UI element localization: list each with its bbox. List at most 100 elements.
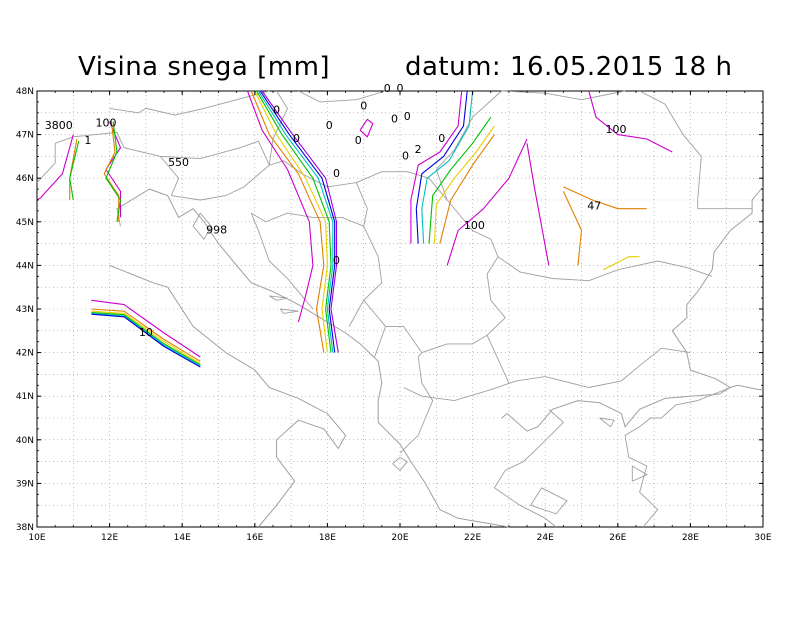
y-tick-label: 45N bbox=[16, 218, 34, 228]
contour-label: 2 bbox=[415, 143, 422, 156]
border-line bbox=[435, 90, 502, 201]
contour-line bbox=[603, 256, 640, 271]
x-tick-label: 20E bbox=[391, 533, 408, 543]
map-date-title: datum: 16.05.2015 18 h bbox=[405, 52, 733, 82]
contour-label: 0 bbox=[333, 254, 340, 267]
contour-label: 47 bbox=[587, 200, 601, 213]
border-line bbox=[497, 256, 713, 282]
contour-line bbox=[428, 116, 492, 244]
contour-line bbox=[410, 90, 463, 244]
contour-label: 1 bbox=[84, 134, 91, 147]
y-tick-label: 48N bbox=[16, 87, 34, 97]
y-tick-label: 38N bbox=[16, 523, 34, 533]
contour-label: 0 bbox=[355, 134, 362, 147]
coastline bbox=[501, 384, 763, 432]
contour-line bbox=[421, 90, 474, 244]
contour-line bbox=[563, 186, 647, 210]
x-tick-label: 16E bbox=[246, 533, 263, 543]
contour-label: 10 bbox=[139, 326, 153, 339]
contour-label: 3800 bbox=[45, 119, 73, 132]
contour-line bbox=[256, 90, 332, 353]
contour-line bbox=[526, 143, 550, 266]
border-line bbox=[298, 90, 386, 103]
x-tick-label: 30E bbox=[754, 533, 771, 543]
country-borders bbox=[36, 90, 753, 528]
contour-line bbox=[261, 90, 339, 353]
border-line bbox=[639, 90, 702, 209]
y-tick-label: 46N bbox=[16, 174, 34, 184]
contour-line bbox=[91, 310, 201, 364]
y-tick-label: 43N bbox=[16, 305, 34, 315]
contour-label: 0 bbox=[438, 132, 445, 145]
contour-label: 0 bbox=[360, 99, 367, 112]
border-line bbox=[356, 171, 506, 354]
y-tick-label: 40N bbox=[16, 436, 34, 446]
x-tick-label: 14E bbox=[174, 533, 191, 543]
border-line bbox=[399, 352, 434, 454]
contour-line bbox=[254, 90, 328, 353]
contour-line bbox=[103, 121, 120, 222]
contour-label: 100 bbox=[605, 123, 626, 136]
contour-label: 550 bbox=[168, 156, 189, 169]
x-tick-label: 18E bbox=[319, 533, 336, 543]
contours bbox=[36, 90, 673, 368]
border-line bbox=[269, 295, 288, 301]
border-line bbox=[530, 487, 568, 515]
contour-line bbox=[259, 90, 336, 353]
border-line bbox=[493, 408, 565, 528]
contour-label: 100 bbox=[464, 219, 485, 232]
contour-line bbox=[246, 90, 314, 323]
border-line bbox=[392, 456, 408, 471]
y-tick-label: 44N bbox=[16, 261, 34, 271]
border-line bbox=[403, 347, 691, 402]
contour-line bbox=[439, 134, 495, 244]
border-line bbox=[631, 465, 648, 482]
x-tick-label: 24E bbox=[537, 533, 554, 543]
contour-line bbox=[105, 121, 122, 222]
y-tick-label: 47N bbox=[16, 131, 34, 141]
x-tick-label: 22E bbox=[464, 533, 481, 543]
contour-label: 0 bbox=[391, 112, 398, 125]
border-line bbox=[250, 212, 364, 227]
border-line bbox=[109, 90, 270, 116]
contour-label: 0 bbox=[293, 132, 300, 145]
contour-line bbox=[91, 312, 201, 367]
border-line bbox=[250, 212, 314, 310]
border-line bbox=[192, 212, 212, 240]
contour-label: 0 bbox=[384, 82, 391, 95]
contour-line bbox=[69, 140, 80, 201]
contour-label: 0 bbox=[273, 104, 280, 117]
map-title: Visina snega [mm] bbox=[78, 52, 331, 82]
contour-label: 0 bbox=[402, 149, 409, 162]
coastline bbox=[671, 291, 699, 332]
contour-label: 0 bbox=[397, 82, 404, 95]
contour-line bbox=[91, 311, 201, 366]
contour-line bbox=[562, 191, 583, 266]
border-line bbox=[279, 308, 299, 314]
contour-line bbox=[359, 118, 374, 138]
y-tick-label: 39N bbox=[16, 479, 34, 489]
contour-line bbox=[91, 299, 201, 358]
border-line bbox=[268, 90, 289, 166]
contour-label: 0 bbox=[326, 119, 333, 132]
border-line bbox=[36, 143, 56, 183]
axes: 10E 12E 14E 16E 18E 20E 22E 24E 26E 28E 30E 38N 39N 4… bbox=[16, 87, 772, 543]
border-line bbox=[374, 326, 386, 358]
y-tick-label: 41N bbox=[16, 392, 34, 402]
contour-line bbox=[433, 125, 495, 244]
contour-label: 0 bbox=[404, 110, 411, 123]
x-tick-label: 10E bbox=[28, 533, 45, 543]
coastline bbox=[671, 330, 731, 388]
contour-line bbox=[91, 308, 201, 362]
border-line bbox=[486, 335, 510, 384]
coastline bbox=[109, 264, 347, 528]
x-tick-label: 28E bbox=[682, 533, 699, 543]
contour-line bbox=[257, 90, 334, 353]
contour-label: 998 bbox=[206, 224, 227, 237]
contour-label: 0 bbox=[333, 167, 340, 180]
border-line bbox=[159, 140, 270, 196]
contour-line bbox=[36, 134, 74, 201]
contour-line bbox=[446, 138, 528, 266]
border-line bbox=[55, 131, 161, 157]
